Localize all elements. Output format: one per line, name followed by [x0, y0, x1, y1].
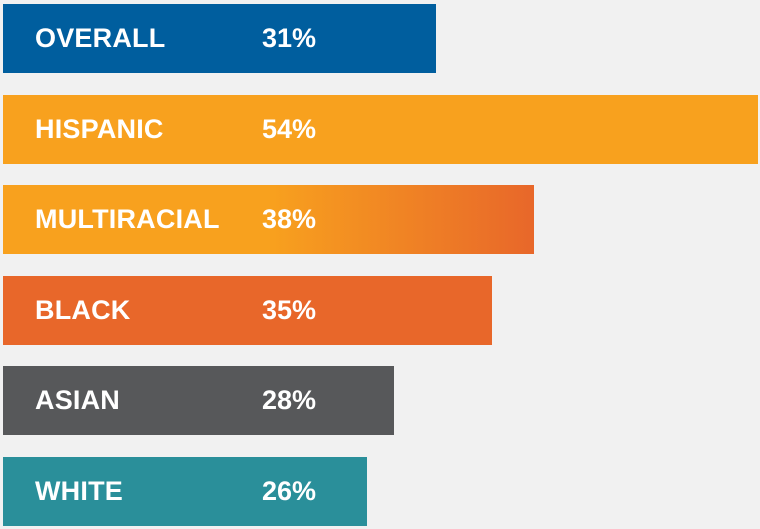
bar-label-asian: ASIAN [35, 385, 121, 415]
bar-overall [3, 4, 436, 73]
bar-label-hispanic: HISPANIC [35, 114, 164, 144]
bar-multiracial [3, 185, 534, 254]
bar-black [3, 276, 492, 345]
bar-value-hispanic: 54% [262, 114, 317, 144]
bar-value-white: 26% [262, 476, 317, 506]
bar-label-white: WHITE [35, 476, 123, 506]
bar-label-overall: OVERALL [35, 23, 166, 53]
bar-value-black: 35% [262, 295, 317, 325]
bar-value-multiracial: 38% [262, 204, 317, 234]
bar-asian [3, 366, 394, 435]
bar-label-multiracial: MULTIRACIAL [35, 204, 220, 234]
bar-hispanic [3, 95, 758, 164]
bar-value-asian: 28% [262, 385, 317, 415]
bar-label-black: BLACK [35, 295, 131, 325]
bar-value-overall: 31% [262, 23, 317, 53]
bar-white [3, 457, 367, 526]
